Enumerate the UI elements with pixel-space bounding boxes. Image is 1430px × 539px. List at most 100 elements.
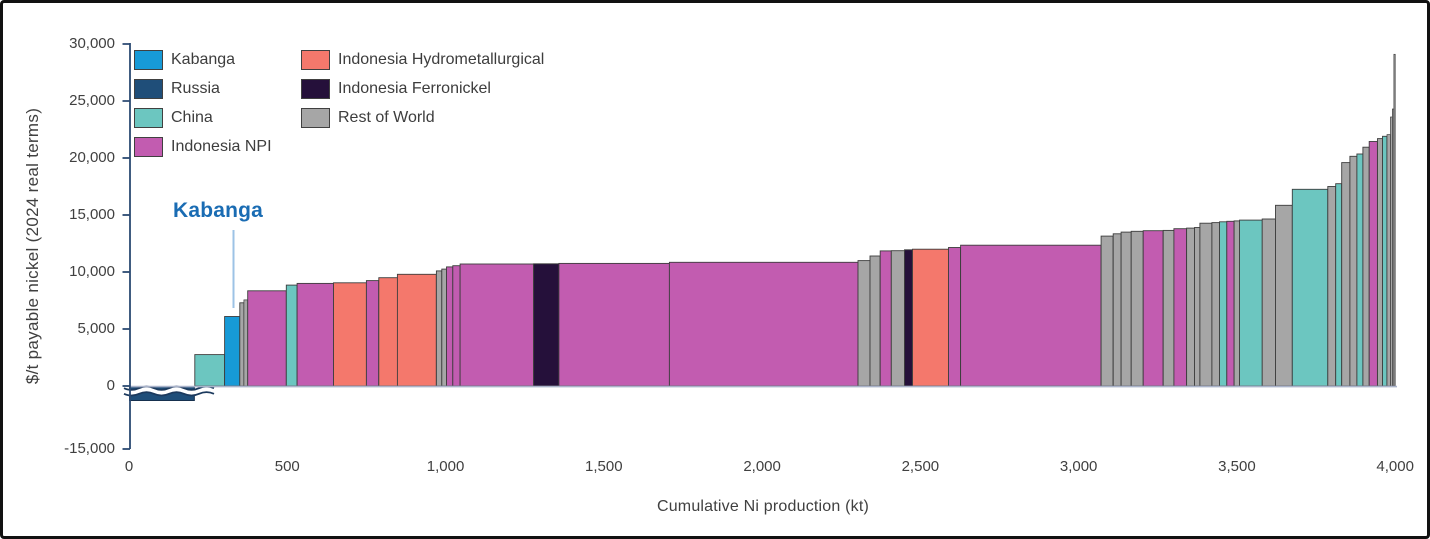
legend-label: Kabanga: [171, 51, 236, 68]
legend-swatch-row: [301, 108, 330, 128]
legend-item-row: Rest of World: [301, 108, 544, 128]
y-tick-label: 30,000: [69, 35, 115, 52]
x-tick-label: 500: [274, 458, 300, 475]
axis-break-squiggle: [123, 385, 215, 391]
bar-row: [1349, 155, 1358, 387]
bar-hydro: [396, 273, 437, 387]
bar-row: [1393, 53, 1396, 387]
bar-row: [1211, 222, 1220, 387]
bar-row: [890, 250, 906, 387]
bar-row: [435, 270, 443, 387]
legend-column-1: Kabanga Russia China Indonesia NPI: [134, 50, 272, 166]
legend-swatch-kabanga: [134, 50, 163, 70]
bar-china: [1239, 219, 1263, 387]
legend-swatch-hydro: [301, 50, 330, 70]
bar-row: [239, 302, 245, 387]
legend-item-ferro: Indonesia Ferronickel: [301, 79, 544, 99]
bar-row: [1120, 231, 1132, 387]
bar-row: [869, 255, 881, 387]
bar-row: [1162, 229, 1175, 387]
bar-china: [1382, 135, 1388, 387]
bar-row: [1377, 138, 1384, 387]
y-tick-label: 15,000: [69, 206, 115, 223]
x-tick-label: 3,500: [1218, 458, 1256, 475]
bar-row: [1186, 227, 1195, 387]
axis-break-gap: [122, 386, 216, 396]
bar-row: [1130, 230, 1144, 387]
bar-china: [1335, 183, 1343, 387]
legend-column-2: Indonesia Hydrometallurgical Indonesia Fe…: [301, 50, 544, 137]
legend-label: Russia: [171, 80, 220, 97]
legend-item-china: China: [134, 108, 272, 128]
legend-swatch-ferro: [301, 79, 330, 99]
x-tick-label: 2,500: [901, 458, 940, 475]
bar-hydro: [333, 282, 367, 387]
bar-npi: [879, 250, 892, 387]
bar-row: [1112, 233, 1122, 387]
bar-row: [1386, 134, 1391, 387]
bar-row: [1199, 222, 1213, 387]
bar-row: [243, 299, 249, 387]
y-tick-label: 10,000: [69, 263, 115, 280]
x-tick-label: 1,000: [426, 458, 465, 475]
bar-hydro: [912, 248, 950, 387]
axis-break-squiggle: [123, 391, 215, 397]
y-tick-label: 0: [106, 377, 115, 394]
bar-row: [857, 260, 871, 387]
legend-item-npi: Indonesia NPI: [134, 137, 272, 157]
bar-npi: [459, 263, 534, 387]
bar-npi: [365, 280, 380, 387]
y-tick-label: -15,000: [64, 440, 115, 457]
bar-row: [1261, 218, 1276, 387]
bar-row: [1100, 235, 1114, 387]
bar-npi: [1173, 228, 1188, 387]
bar-npi: [668, 261, 859, 387]
y-tick-label: 25,000: [69, 92, 115, 109]
bar-row: [1194, 227, 1201, 387]
x-tick-label: 2,000: [743, 458, 781, 475]
bar-npi: [1226, 220, 1235, 387]
kabanga-annotation: Kabanga: [172, 199, 264, 222]
legend-label: China: [171, 109, 213, 126]
legend-label: Indonesia Ferronickel: [338, 80, 491, 97]
bar-china: [194, 354, 226, 387]
bar-row: [441, 268, 447, 387]
bar-ferro: [533, 263, 560, 387]
bar-npi: [452, 265, 461, 387]
x-tick-label: 0: [124, 458, 134, 475]
legend-swatch-china: [134, 108, 163, 128]
legend-label: Rest of World: [338, 109, 435, 126]
legend-label: Indonesia NPI: [171, 138, 272, 155]
cost-curve-plot: [122, 43, 1397, 450]
bar-row: [1233, 220, 1240, 387]
bar-china: [1356, 153, 1364, 387]
bar-kabanga: [224, 316, 241, 387]
legend-swatch-npi: [134, 137, 163, 157]
bar-china: [1219, 221, 1228, 387]
x-tick-label: 4,000: [1376, 458, 1414, 475]
bar-npi: [1142, 230, 1164, 387]
bar-npi: [960, 244, 1102, 387]
bar-npi: [558, 262, 670, 387]
y-tick-label: 5,000: [77, 320, 115, 337]
bar-row: [1362, 146, 1370, 387]
x-tick-label: 3,000: [1059, 458, 1098, 475]
bar-row: [1275, 204, 1293, 387]
legend-item-kabanga: Kabanga: [134, 50, 272, 70]
bar-hydro: [378, 277, 398, 387]
bar-ferro: [904, 249, 913, 387]
bar-china: [1291, 188, 1329, 387]
bar-npi: [296, 282, 334, 387]
x-axis-title: Cumulative Ni production (kt): [656, 498, 870, 515]
legend-item-hydro: Indonesia Hydrometallurgical: [301, 50, 544, 70]
bar-row: [1327, 186, 1337, 387]
y-tick-label: 20,000: [69, 149, 115, 166]
bar-npi: [247, 290, 287, 387]
bar-npi: [446, 266, 454, 387]
x-tick-label: 1,500: [585, 458, 623, 475]
bar-npi: [948, 247, 961, 387]
legend-swatch-russia: [134, 79, 163, 99]
bar-china: [285, 284, 298, 387]
legend-label: Indonesia Hydrometallurgical: [338, 51, 545, 68]
